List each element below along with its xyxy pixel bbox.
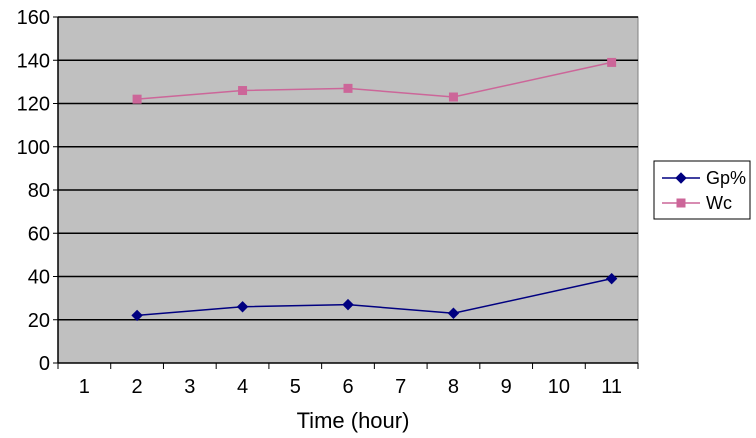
- x-tick-label-1: 1: [79, 376, 90, 398]
- data-point-Wc-x11: [607, 57, 617, 67]
- x-tick-label-11: 11: [601, 376, 622, 398]
- data-point-Wc-x4: [238, 86, 248, 96]
- legend-item-Wc: Wc: [662, 193, 732, 213]
- series-Wc: [132, 57, 617, 104]
- data-point-Gp%-x8: [447, 307, 460, 319]
- x-tick-label-2: 2: [132, 376, 143, 398]
- y-tick-label-160: 160: [17, 7, 50, 29]
- x-axis-ticks: 1 2 3 4 5 6 7 8 9 10 11: [57, 363, 639, 398]
- x-tick-label-3: 3: [184, 376, 195, 398]
- x-tick-label-9: 9: [501, 376, 512, 398]
- x-tick-label-7: 7: [395, 376, 406, 398]
- legend-item-Gp%: Gp%: [662, 168, 746, 188]
- y-tick-label-20: 20: [28, 310, 50, 332]
- legend-marker-Gp%: [675, 172, 687, 184]
- data-point-Gp%-x6: [342, 298, 354, 311]
- y-tick-label-140: 140: [17, 50, 50, 72]
- data-point-Wc-x8: [448, 92, 458, 102]
- series-group: [131, 57, 618, 322]
- data-point-Gp%-x11: [605, 272, 618, 285]
- legend-label-Gp%: Gp%: [706, 168, 746, 188]
- y-tick-label-40: 40: [28, 267, 50, 289]
- y-axis-ticks: 0 20 40 60 80 100 120 140 160: [17, 7, 58, 375]
- gridlines: [58, 16, 638, 321]
- y-tick-label-60: 60: [28, 223, 50, 245]
- legend-marker-Wc: [676, 198, 686, 208]
- y-tick-label-120: 120: [17, 94, 50, 116]
- data-point-Gp%-x4: [236, 301, 249, 313]
- legend: Gp% Wc: [653, 160, 751, 220]
- y-tick-label-80: 80: [28, 180, 50, 202]
- x-tick-label-8: 8: [448, 376, 459, 398]
- series-Gp%: [131, 272, 618, 322]
- x-tick-label-5: 5: [290, 376, 301, 398]
- data-point-Wc-x6: [343, 83, 353, 93]
- x-axis-title: Time (hour): [297, 408, 410, 433]
- data-point-Wc-x2: [132, 94, 142, 104]
- x-tick-label-4: 4: [237, 376, 248, 398]
- x-tick-label-6: 6: [342, 376, 353, 398]
- y-tick-label-0: 0: [39, 353, 50, 375]
- legend-label-Wc: Wc: [706, 193, 732, 213]
- legend-box: [653, 160, 751, 220]
- y-tick-label-100: 100: [17, 137, 50, 159]
- data-point-Gp%-x2: [131, 309, 143, 322]
- x-tick-label-10: 10: [548, 376, 570, 398]
